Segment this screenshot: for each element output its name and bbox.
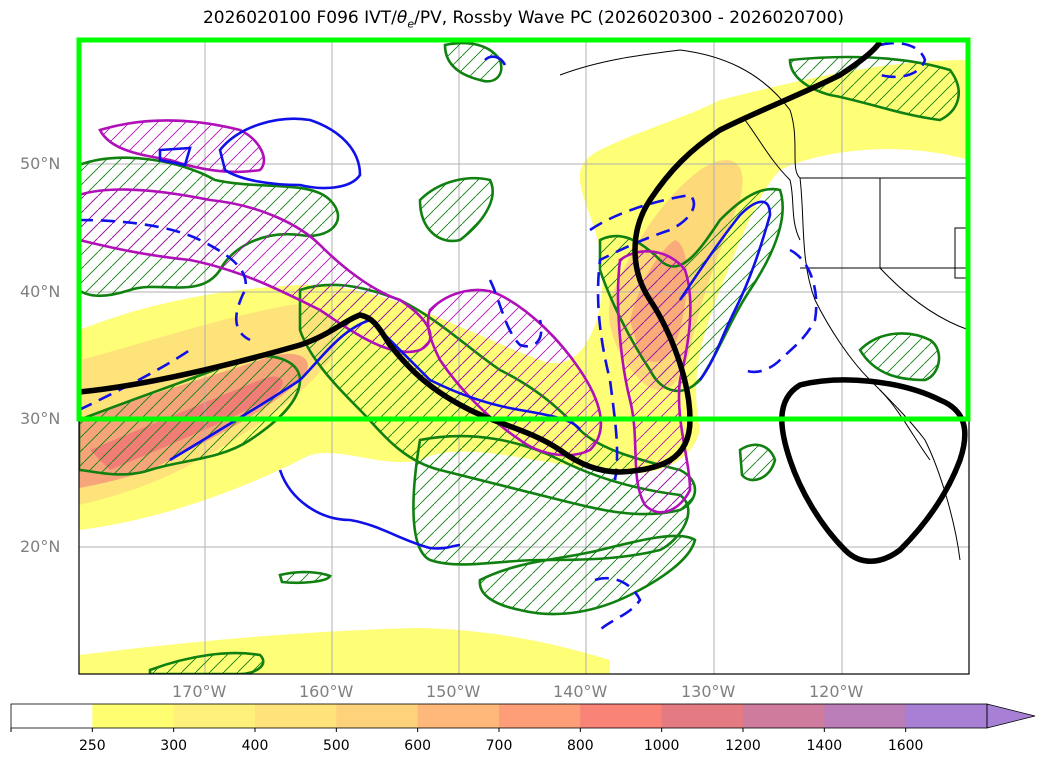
colorbar-bin xyxy=(499,704,581,728)
colorbar-tick-label: 300 xyxy=(160,738,188,754)
colorbar-tick-label: 400 xyxy=(241,738,269,754)
colorbar-bin xyxy=(255,704,337,728)
colorbar-bin xyxy=(92,704,175,728)
green-region-ne xyxy=(788,55,960,122)
blue-solid-south xyxy=(278,469,461,550)
lon-label-170w: 170°W xyxy=(172,682,227,701)
black-wave-main xyxy=(79,40,883,475)
blue-small xyxy=(158,146,192,167)
colorbar-bin xyxy=(11,704,93,728)
green-region-baja xyxy=(858,332,941,382)
colorbar-bin xyxy=(336,704,419,728)
blue-dashed-ne xyxy=(879,41,927,79)
title-suffix: /PV, Rossby Wave PC (2026020300 - 202602… xyxy=(414,8,845,28)
rossby-domain-box xyxy=(76,37,971,422)
state-lines xyxy=(800,178,969,331)
map-plot xyxy=(79,40,969,674)
lon-label-130w: 130°W xyxy=(681,682,736,701)
colorbar-bin xyxy=(743,704,825,728)
colorbar xyxy=(10,703,1036,732)
ivt-river-main xyxy=(79,60,969,530)
green-region-river xyxy=(79,354,302,476)
title-prefix: 2026020100 F096 IVT/ xyxy=(202,8,397,28)
blue-solid-east xyxy=(678,200,772,381)
blue-dashed-center xyxy=(488,279,543,348)
colorbar-tick-label: 250 xyxy=(78,738,106,754)
magenta-region-center xyxy=(426,288,603,457)
green-region-top xyxy=(443,41,503,83)
lon-label-160w: 160°W xyxy=(299,682,354,701)
lat-label-40n: 40°N xyxy=(20,282,61,301)
magenta-region-east xyxy=(616,250,692,514)
colorbar-tick-label: 600 xyxy=(404,738,432,754)
colorbar-bin xyxy=(905,704,988,728)
colorbar-tick-label: 1400 xyxy=(806,738,843,754)
blue-dashed-coast xyxy=(589,193,696,481)
blue-dashed-east xyxy=(744,248,818,374)
colorbar-tick-label: 800 xyxy=(566,738,594,754)
title-theta-sub: e xyxy=(407,17,415,31)
blue-dashed-nw xyxy=(79,218,251,342)
magenta-regions xyxy=(79,119,692,514)
colorbar-bin xyxy=(661,704,744,728)
lon-label-120w: 120°W xyxy=(809,682,864,701)
lat-label-50n: 50°N xyxy=(20,154,61,173)
lat-label-30n: 30°N xyxy=(20,409,61,428)
coast-alaska xyxy=(559,49,801,179)
title-theta: θ xyxy=(396,8,408,28)
green-region-small-2 xyxy=(738,443,777,482)
colorbar-bin xyxy=(580,704,663,728)
blue-top xyxy=(484,55,507,66)
coast-bc xyxy=(744,119,801,241)
lon-label-150w: 150°W xyxy=(426,682,481,701)
colorbar-tick-label: 1200 xyxy=(725,738,761,754)
colorbar-bin xyxy=(417,704,500,728)
lat-label-20n: 20°N xyxy=(20,537,61,556)
colorbar-tick-label: 700 xyxy=(485,738,513,754)
colorbar-bin xyxy=(824,704,907,728)
colorbar-tick-label: 500 xyxy=(322,738,350,754)
rossby-wave-contours xyxy=(79,40,968,564)
lon-label-140w: 140°W xyxy=(553,682,608,701)
colorbar-extend-arrow xyxy=(986,703,1036,729)
green-region-small-1 xyxy=(278,570,332,585)
blue-dashed-contours xyxy=(79,41,927,631)
green-region-n xyxy=(418,176,494,243)
black-wave-loop xyxy=(779,377,968,564)
green-region-sw xyxy=(478,534,697,616)
colorbar-bin xyxy=(173,704,256,728)
blue-dashed-south xyxy=(594,576,642,631)
colorbar-tick-label: 1000 xyxy=(643,738,680,754)
map-title: 2026020100 F096 IVT/θe/PV, Rossby Wave P… xyxy=(0,8,1047,30)
blue-solid-nw xyxy=(218,117,362,190)
coastlines xyxy=(559,49,969,561)
coast-bajasur xyxy=(879,389,931,461)
colorbar-tick-label: 1600 xyxy=(887,738,924,754)
blue-dashed-river xyxy=(79,348,191,412)
